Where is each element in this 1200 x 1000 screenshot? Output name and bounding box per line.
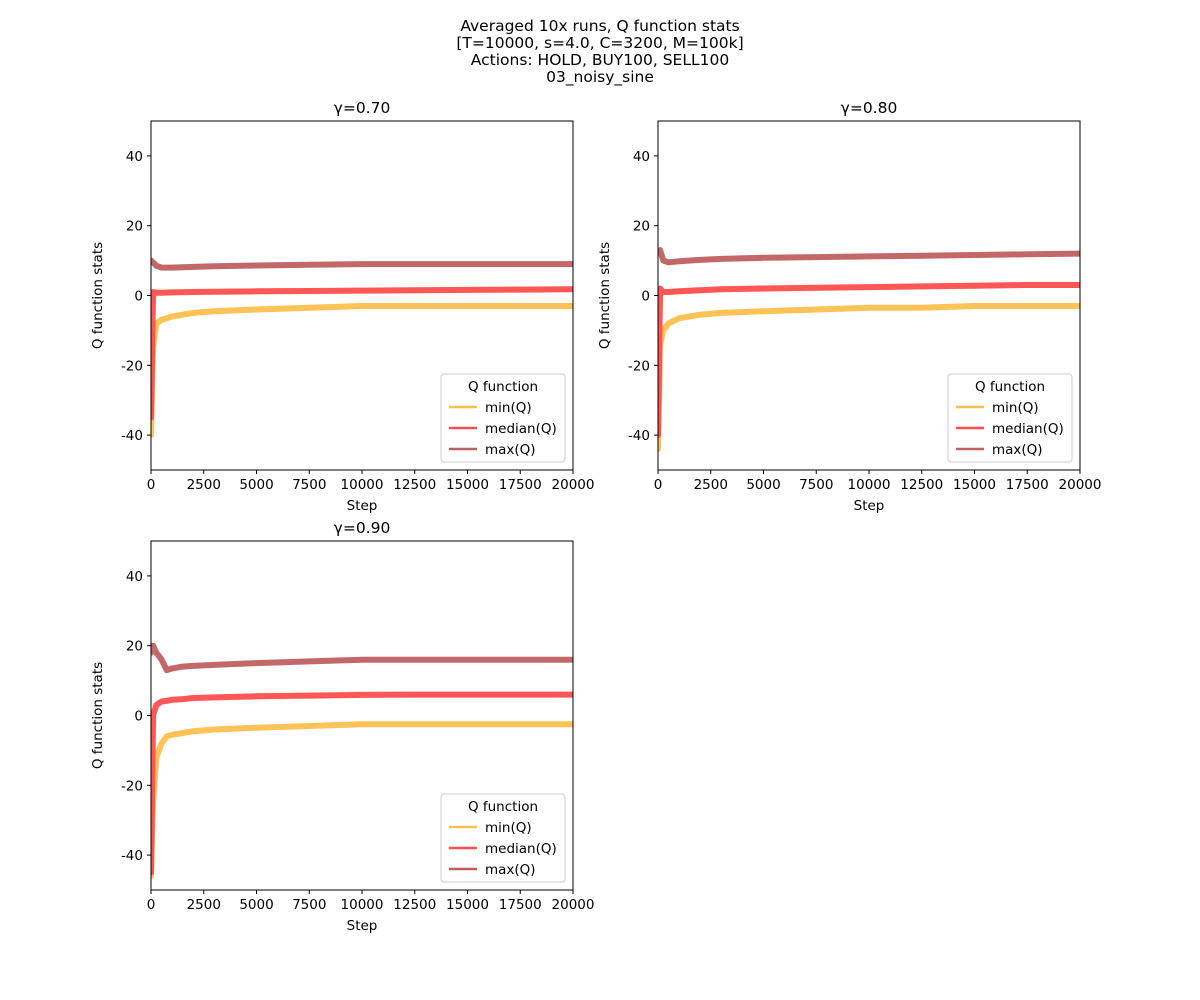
legend: Q function min(Q) median(Q) max(Q) (440, 793, 566, 883)
legend-label: max(Q) (485, 442, 536, 458)
x-tick-label: 2500 (187, 897, 221, 913)
chart-panel: 0 2500 5000 7500 10000 12500 15000 17500 20000 -4… (90, 519, 594, 934)
legend-label: min(Q) (485, 400, 532, 416)
plot-area (151, 642, 573, 879)
legend-label: median(Q) (992, 421, 1064, 437)
y-tick-label: -40 (628, 428, 650, 444)
legend-box (947, 373, 1073, 463)
y-tick-label: 0 (134, 289, 143, 305)
x-tick-label: 12500 (393, 897, 436, 913)
x-tick-label: 5000 (239, 477, 273, 493)
y-axis-label: Q function stats (90, 662, 106, 769)
plot-area (151, 257, 573, 439)
chart-title: γ=0.70 (334, 99, 391, 117)
y-tick-label: -20 (628, 358, 650, 374)
series-line-medianq (658, 282, 1080, 439)
x-tick-label: 20000 (552, 897, 595, 913)
y-tick-label: 20 (126, 639, 143, 655)
y-tick-label: 40 (126, 149, 143, 165)
x-tick-label: 15000 (446, 477, 489, 493)
legend-label: median(Q) (485, 841, 557, 857)
chart-title: γ=0.90 (334, 519, 391, 537)
x-tick-label: 7500 (292, 897, 326, 913)
series-line-minq (151, 303, 573, 439)
legend-box (440, 373, 566, 463)
figure-title-line: Averaged 10x runs, Q function stats (460, 17, 739, 35)
figure-title-line: [T=10000, s=4.0, C=3200, M=100k] (456, 34, 743, 52)
legend-label: min(Q) (992, 400, 1039, 416)
legend-label: max(Q) (992, 442, 1043, 458)
x-tick-label: 0 (147, 477, 156, 493)
figure-title: Averaged 10x runs, Q function stats [T=1… (456, 17, 743, 87)
x-tick-label: 17500 (499, 897, 542, 913)
x-tick-label: 15000 (953, 477, 996, 493)
series-line-maxq (151, 642, 573, 674)
x-tick-label: 10000 (341, 897, 384, 913)
legend-title: Q function (468, 379, 538, 395)
legend-title: Q function (975, 379, 1045, 395)
y-tick-label: 40 (126, 569, 143, 585)
x-tick-label: 17500 (499, 477, 542, 493)
legend: Q function min(Q) median(Q) max(Q) (947, 373, 1073, 463)
x-tick-label: 20000 (552, 477, 595, 493)
series-line-medianq (151, 691, 573, 876)
chart-panel: 0 2500 5000 7500 10000 12500 15000 17500 20000 -4… (597, 99, 1101, 514)
x-tick-label: 12500 (900, 477, 943, 493)
x-axis-label: Step (347, 498, 378, 514)
y-tick-label: -40 (121, 428, 143, 444)
x-tick-label: 5000 (746, 477, 780, 493)
series-line-minq (658, 303, 1080, 453)
x-tick-label: 17500 (1006, 477, 1049, 493)
y-axis-label: Q function stats (90, 242, 106, 349)
x-tick-label: 2500 (187, 477, 221, 493)
x-tick-label: 0 (147, 897, 156, 913)
figure-title-line: 03_noisy_sine (546, 68, 654, 87)
legend-label: max(Q) (485, 862, 536, 878)
legend-label: median(Q) (485, 421, 557, 437)
y-tick-label: -20 (121, 358, 143, 374)
legend-box (440, 793, 566, 883)
y-axis-label: Q function stats (597, 242, 613, 349)
series-line-medianq (151, 286, 573, 421)
y-tick-label: 20 (126, 219, 143, 235)
series-line-minq (151, 721, 573, 879)
chart-panel: 0 2500 5000 7500 10000 12500 15000 17500 20000 -4… (90, 99, 594, 514)
x-tick-label: 10000 (848, 477, 891, 493)
y-tick-label: 0 (134, 709, 143, 725)
y-tick-label: 40 (633, 149, 650, 165)
x-tick-label: 20000 (1059, 477, 1102, 493)
x-tick-label: 5000 (239, 897, 273, 913)
x-tick-label: 2500 (694, 477, 728, 493)
y-tick-label: 0 (641, 289, 650, 305)
x-tick-label: 7500 (292, 477, 326, 493)
x-tick-label: 7500 (799, 477, 833, 493)
legend: Q function min(Q) median(Q) max(Q) (440, 373, 566, 463)
x-tick-label: 0 (654, 477, 663, 493)
y-tick-label: 20 (633, 219, 650, 235)
x-tick-label: 10000 (341, 477, 384, 493)
figure-title-line: Actions: HOLD, BUY100, SELL100 (471, 51, 729, 69)
y-tick-label: -40 (121, 848, 143, 864)
y-tick-label: -20 (121, 778, 143, 794)
legend-label: min(Q) (485, 820, 532, 836)
series-line-maxq (658, 247, 1080, 266)
plot-area (658, 247, 1080, 453)
x-axis-label: Step (347, 918, 378, 934)
x-tick-label: 15000 (446, 897, 489, 913)
legend-title: Q function (468, 799, 538, 815)
x-axis-label: Step (854, 498, 885, 514)
chart-title: γ=0.80 (841, 99, 898, 117)
series-line-maxq (151, 257, 573, 271)
x-tick-label: 12500 (393, 477, 436, 493)
